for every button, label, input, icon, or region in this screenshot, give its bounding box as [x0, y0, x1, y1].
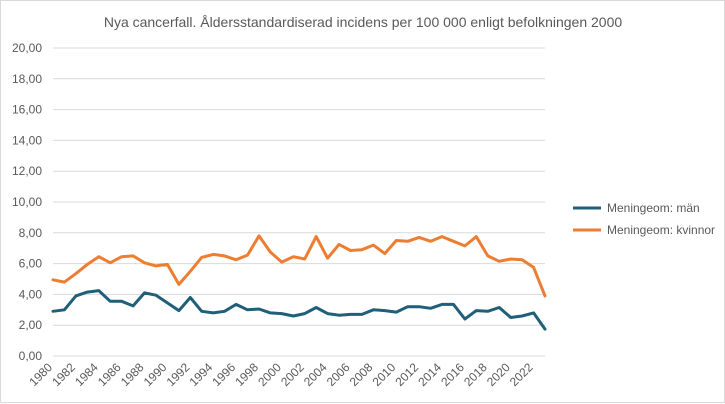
y-tick-label: 18,00	[12, 72, 42, 86]
x-tick-label: 2008	[347, 360, 376, 389]
x-tick-label: 1990	[141, 360, 170, 389]
x-tick-label: 2022	[507, 360, 536, 389]
x-tick-label: 1998	[232, 360, 261, 389]
chart-title: Nya cancerfall. Åldersstandardiserad inc…	[104, 14, 623, 30]
series-line-1	[51, 289, 547, 331]
x-tick-label: 2010	[370, 360, 399, 389]
x-tick-label: 1984	[72, 360, 101, 389]
y-tick-label: 10,00	[12, 195, 42, 209]
x-tick-label: 1980	[26, 360, 55, 389]
legend-label-2: Meningeom: kvinnor	[607, 223, 715, 237]
y-tick-label: 16,00	[12, 103, 42, 117]
x-tick-label: 2006	[324, 360, 353, 389]
x-tick-label: 2020	[484, 360, 513, 389]
y-tick-label: 8,00	[19, 226, 43, 240]
x-tick-label: 2016	[438, 360, 467, 389]
y-tick-label: 0,00	[19, 349, 43, 363]
series-line-2	[51, 234, 547, 298]
x-tick-label: 2002	[278, 360, 307, 389]
x-tick-label: 1988	[118, 360, 147, 389]
y-tick-label: 20,00	[12, 41, 42, 55]
x-tick-label: 1982	[49, 360, 78, 389]
x-tick-label: 2000	[255, 360, 284, 389]
y-tick-label: 14,00	[12, 133, 42, 147]
y-tick-label: 12,00	[12, 164, 42, 178]
x-tick-label: 2004	[301, 360, 330, 389]
x-tick-label: 1994	[187, 360, 216, 389]
x-tick-label: 1986	[95, 360, 124, 389]
y-tick-label: 2,00	[19, 318, 43, 332]
x-tick-label: 2012	[392, 360, 421, 389]
y-tick-label: 6,00	[19, 257, 43, 271]
x-tick-label: 1996	[209, 360, 238, 389]
y-tick-label: 4,00	[19, 287, 43, 301]
x-tick-label: 1992	[164, 360, 193, 389]
x-tick-label: 2014	[415, 360, 444, 389]
legend-label-1: Meningeom: män	[607, 201, 700, 215]
x-tick-label: 2018	[461, 360, 490, 389]
